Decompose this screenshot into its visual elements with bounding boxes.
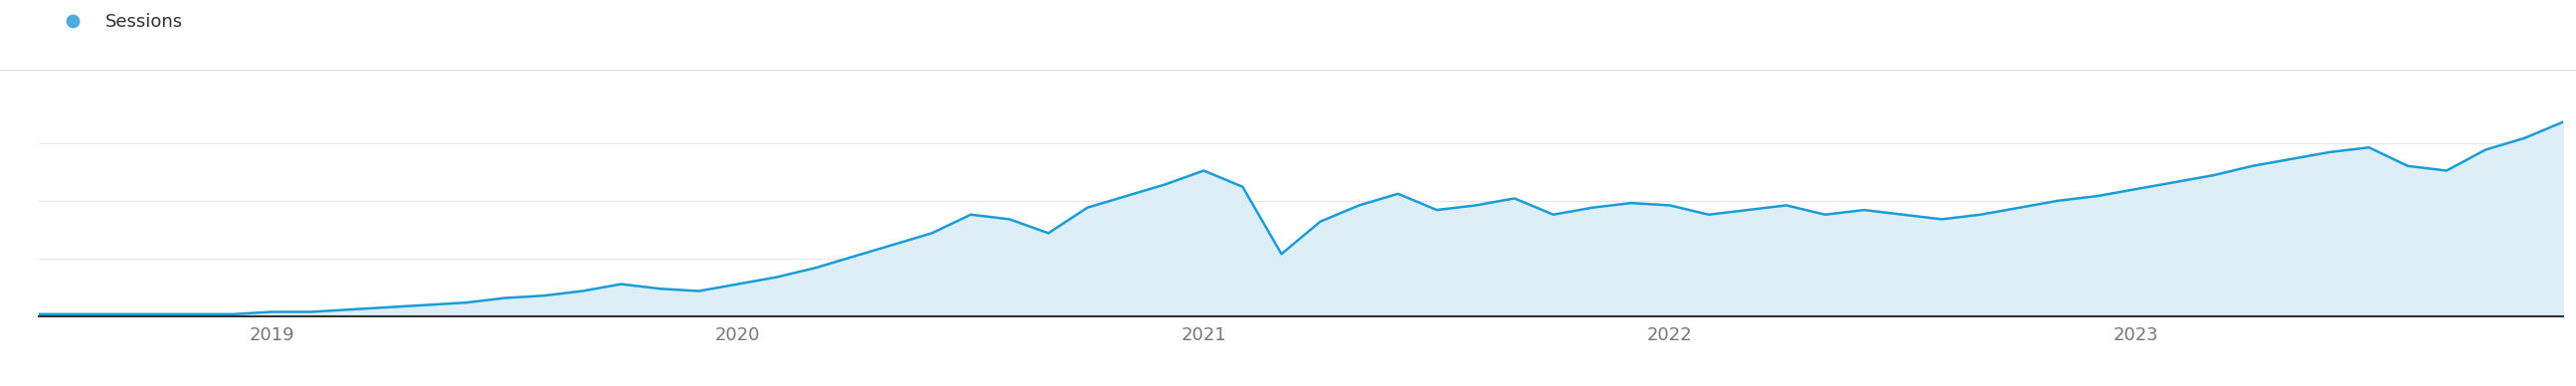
- Legend: Sessions: Sessions: [46, 6, 191, 38]
